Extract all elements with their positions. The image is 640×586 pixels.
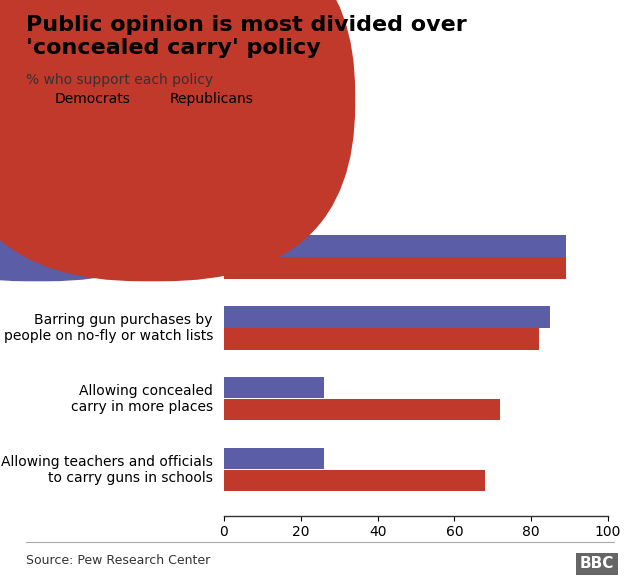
- Bar: [224, 399, 500, 420]
- Bar: [224, 257, 566, 278]
- Text: Democrats: Democrats: [54, 92, 131, 106]
- Text: Republicans: Republicans: [170, 92, 253, 106]
- Text: BBC: BBC: [580, 556, 614, 571]
- Bar: [224, 377, 324, 398]
- Bar: [224, 470, 485, 491]
- Text: 'concealed carry' policy: 'concealed carry' policy: [26, 38, 321, 58]
- Bar: [224, 236, 566, 257]
- Bar: [224, 328, 539, 349]
- Bar: [224, 306, 550, 328]
- Text: Source: Pew Research Center: Source: Pew Research Center: [26, 554, 210, 567]
- Text: Public opinion is most divided over: Public opinion is most divided over: [26, 15, 467, 35]
- Text: % who support each policy: % who support each policy: [26, 73, 212, 87]
- Bar: [224, 448, 324, 469]
